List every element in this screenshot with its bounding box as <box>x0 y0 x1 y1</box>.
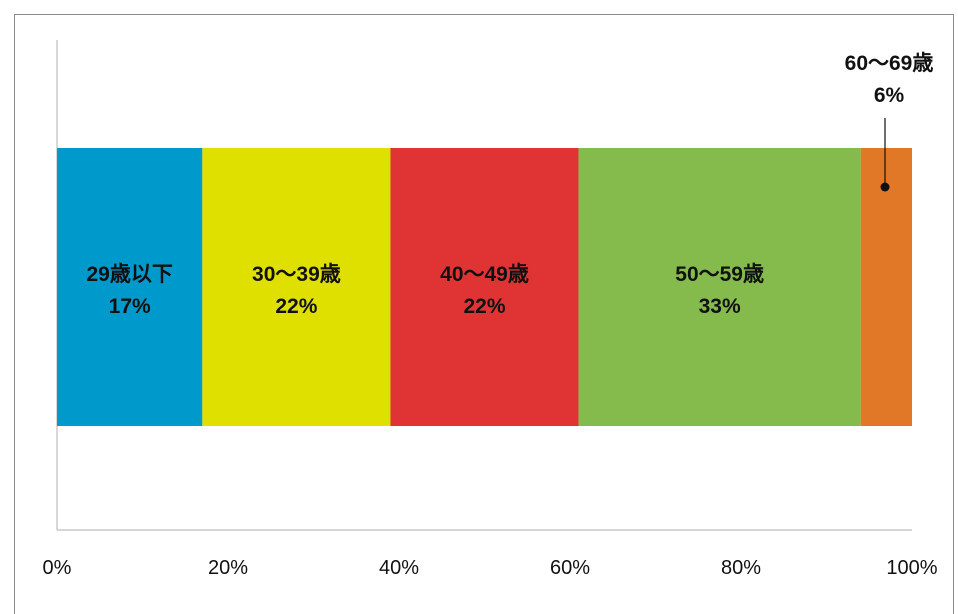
stacked-bar-chart: 29歳以下 17% 30〜39歳 22% 40〜49歳 22% 50〜59歳 33% 60〜69… <box>43 40 938 579</box>
bars <box>57 148 912 426</box>
x-tick-label: 100% <box>886 557 937 579</box>
segment-value-4: 6% <box>874 84 905 107</box>
segment-value-0: 17% <box>109 295 151 318</box>
x-tick-label: 60% <box>550 557 590 579</box>
bar-segment-4 <box>860 148 912 426</box>
bar-segment-2 <box>390 148 579 426</box>
segment-label-3: 50〜59歳 <box>675 263 764 286</box>
segment-labels: 29歳以下 17% 30〜39歳 22% 40〜49歳 22% 50〜59歳 33% 60〜69… <box>86 52 933 318</box>
chart-frame <box>14 14 954 614</box>
bar-segment-3 <box>578 148 861 426</box>
segment-value-3: 33% <box>699 295 741 318</box>
x-tick-label: 80% <box>721 557 761 579</box>
segment-label-1: 30〜39歳 <box>252 263 341 286</box>
bar-segment-0 <box>57 148 203 426</box>
segment-value-1: 22% <box>275 295 317 318</box>
x-tick-label: 20% <box>208 557 248 579</box>
bar-segment-1 <box>202 148 391 426</box>
x-tick-label: 0% <box>43 557 72 579</box>
segment-label-4: 60〜69歳 <box>845 52 934 75</box>
x-tick-label: 40% <box>379 557 419 579</box>
x-tick-labels: 0% 20% 40% 60% 80% 100% <box>43 557 938 579</box>
segment-value-2: 22% <box>463 295 505 318</box>
segment-label-2: 40〜49歳 <box>440 263 529 286</box>
segment-label-0: 29歳以下 <box>86 263 172 286</box>
